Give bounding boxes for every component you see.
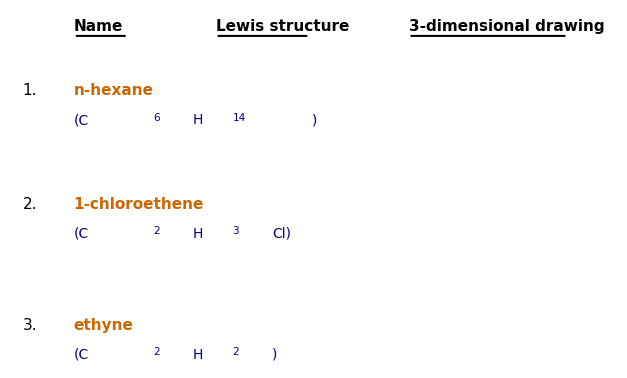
- Text: 3: 3: [233, 226, 240, 236]
- Text: Lewis structure: Lewis structure: [216, 19, 349, 34]
- Text: 2: 2: [153, 226, 160, 236]
- Text: ): ): [312, 113, 317, 127]
- Text: 1-chloroethene: 1-chloroethene: [74, 197, 204, 212]
- Text: Cl): Cl): [272, 227, 292, 241]
- Text: H: H: [193, 348, 203, 362]
- Text: (C: (C: [74, 348, 89, 362]
- Text: n-hexane: n-hexane: [74, 83, 154, 98]
- Text: 1.: 1.: [23, 83, 37, 98]
- Text: 2.: 2.: [23, 197, 37, 212]
- Text: 3.: 3.: [23, 318, 38, 333]
- Text: H: H: [193, 113, 203, 127]
- Text: 14: 14: [233, 113, 246, 123]
- Text: (C: (C: [74, 113, 89, 127]
- Text: 2: 2: [233, 347, 240, 357]
- Text: ethyne: ethyne: [74, 318, 134, 333]
- Text: 2: 2: [153, 347, 160, 357]
- Text: Name: Name: [74, 19, 123, 34]
- Text: H: H: [193, 227, 203, 241]
- Text: 6: 6: [153, 113, 160, 123]
- Text: (C: (C: [74, 227, 89, 241]
- Text: 3-dimensional drawing: 3-dimensional drawing: [409, 19, 604, 34]
- Text: ): ): [272, 348, 278, 362]
